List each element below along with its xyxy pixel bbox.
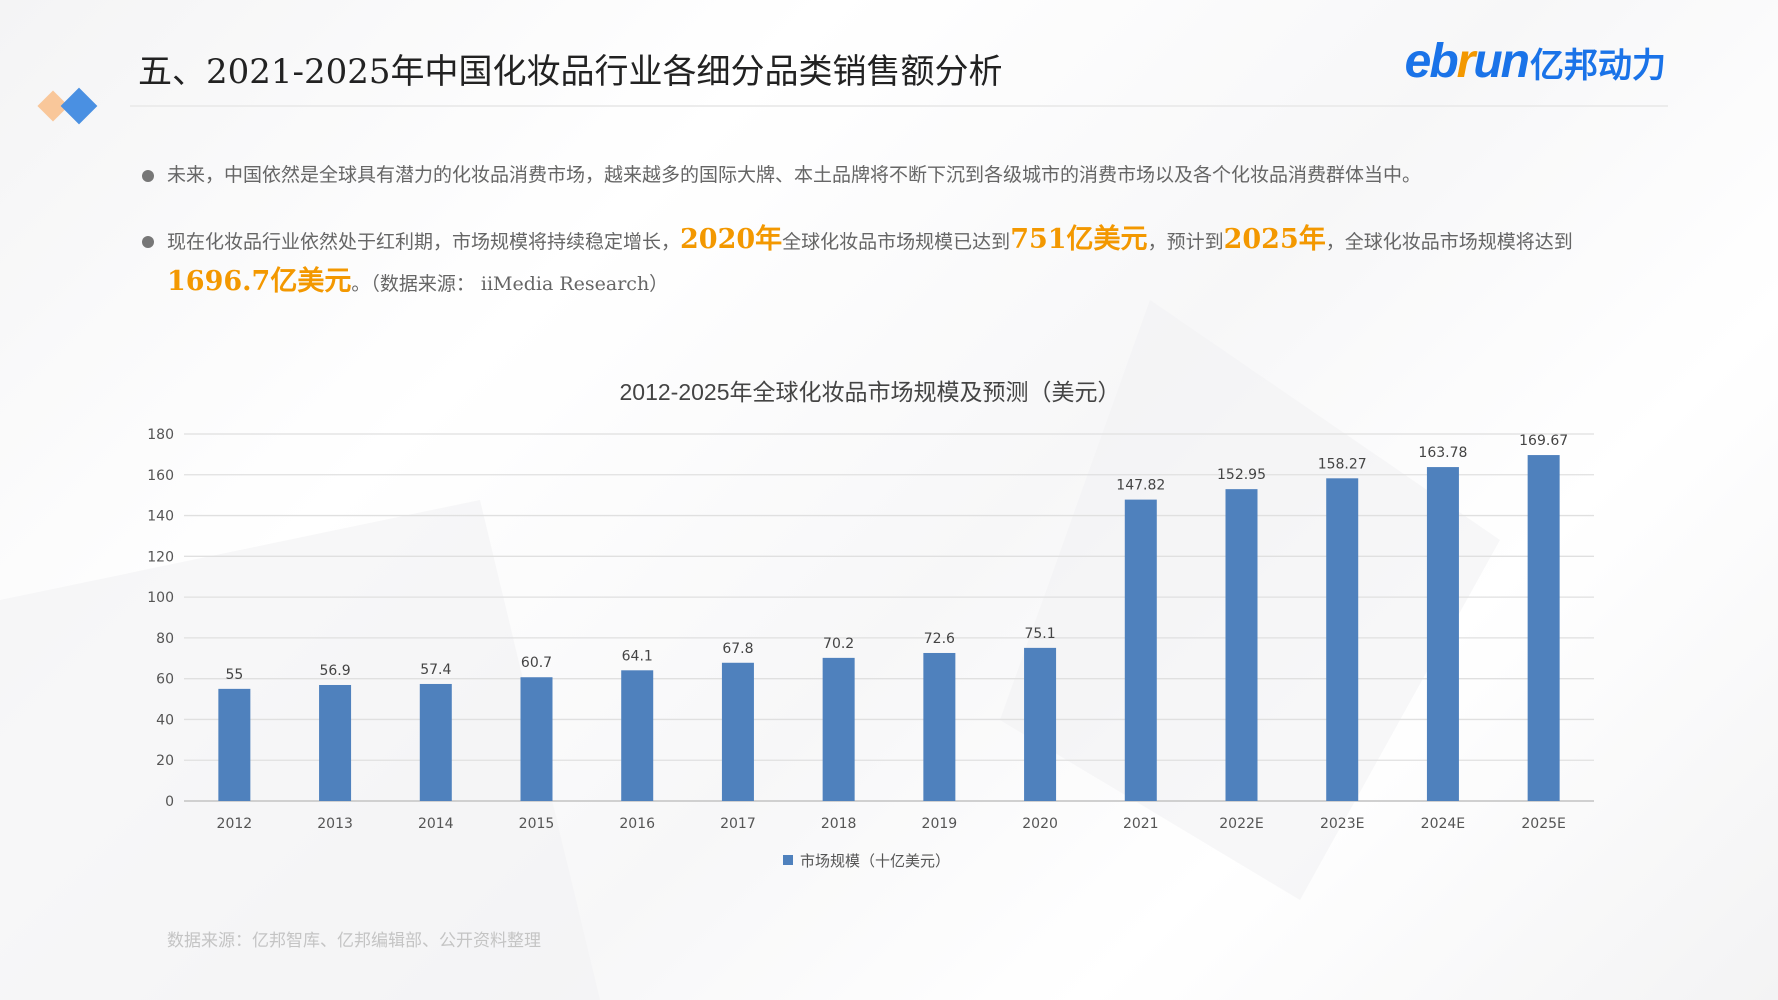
legend-label: 市场规模（十亿美元） bbox=[800, 852, 950, 870]
data-label: 169.67 bbox=[1519, 433, 1568, 449]
x-tick-label: 2024E bbox=[1421, 816, 1465, 832]
x-tick-label: 2015 bbox=[519, 816, 555, 832]
y-tick-label: 20 bbox=[156, 753, 174, 769]
x-tick-label: 2023E bbox=[1320, 816, 1364, 832]
bullet-dot bbox=[142, 170, 154, 182]
bar bbox=[419, 683, 452, 801]
y-tick-label: 80 bbox=[156, 631, 174, 647]
data-label: 55 bbox=[225, 667, 243, 683]
x-tick-label: 2014 bbox=[418, 816, 454, 832]
data-label: 56.9 bbox=[319, 663, 350, 679]
ebrun-logo: ebrun亿邦动力 bbox=[1404, 35, 1666, 88]
x-tick-label: 2018 bbox=[821, 816, 857, 832]
bar bbox=[923, 652, 956, 801]
data-label: 163.78 bbox=[1418, 445, 1467, 461]
data-label: 147.82 bbox=[1116, 478, 1165, 494]
y-tick-label: 0 bbox=[165, 794, 174, 810]
bar bbox=[1124, 499, 1157, 801]
data-label: 67.8 bbox=[722, 641, 753, 657]
bullet-text-1: 未来，中国依然是全球具有潜力的化妆品消费市场，越来越多的国际大牌、本土品牌将不断… bbox=[167, 164, 1422, 186]
data-label: 72.6 bbox=[924, 631, 955, 647]
data-label: 60.7 bbox=[521, 655, 552, 671]
data-label: 75.1 bbox=[1024, 626, 1055, 642]
data-label: 152.95 bbox=[1217, 467, 1266, 483]
x-tick-label: 2013 bbox=[317, 816, 353, 832]
x-tick-label: 2017 bbox=[720, 816, 756, 832]
bullet-dot bbox=[142, 236, 154, 248]
y-tick-label: 100 bbox=[147, 590, 174, 606]
bar bbox=[1326, 478, 1359, 801]
bar bbox=[1426, 467, 1459, 801]
x-tick-label: 2019 bbox=[922, 816, 958, 832]
y-tick-label: 120 bbox=[147, 549, 174, 565]
chart-title: 2012-2025年全球化妆品市场规模及预测（美元） bbox=[620, 379, 1121, 405]
bar bbox=[520, 677, 553, 801]
bar bbox=[621, 670, 654, 801]
bar bbox=[822, 657, 855, 801]
header-divider bbox=[130, 105, 1668, 107]
data-label: 57.4 bbox=[420, 662, 451, 678]
bar bbox=[1527, 455, 1560, 801]
y-tick-label: 40 bbox=[156, 712, 174, 728]
data-label: 158.27 bbox=[1318, 456, 1367, 472]
source-note: 数据来源：亿邦智库、亿邦编辑部、公开资料整理 bbox=[167, 931, 541, 951]
page-title: 五、2021-2025年中国化妆品行业各细分品类销售额分析 bbox=[138, 52, 1003, 92]
x-tick-label: 2021 bbox=[1123, 816, 1159, 832]
bar bbox=[1024, 647, 1057, 801]
bar bbox=[319, 684, 352, 801]
y-tick-label: 140 bbox=[147, 509, 174, 525]
x-tick-label: 2016 bbox=[619, 816, 655, 832]
y-tick-label: 160 bbox=[147, 468, 174, 484]
bar bbox=[1225, 489, 1258, 801]
legend-swatch bbox=[783, 855, 793, 865]
x-tick-label: 2012 bbox=[217, 816, 253, 832]
bullet-text-2: 现在化妆品行业依然处于红利期，市场规模将持续稳定增长，2020年全球化妆品市场规… bbox=[167, 224, 1573, 297]
x-tick-label: 2025E bbox=[1521, 816, 1565, 832]
bar bbox=[218, 688, 251, 801]
y-tick-label: 60 bbox=[156, 672, 174, 688]
data-label: 64.1 bbox=[622, 648, 653, 664]
bar bbox=[721, 662, 754, 801]
x-tick-label: 2020 bbox=[1022, 816, 1058, 832]
y-tick-label: 180 bbox=[147, 427, 174, 443]
data-label: 70.2 bbox=[823, 636, 854, 652]
x-tick-label: 2022E bbox=[1219, 816, 1263, 832]
